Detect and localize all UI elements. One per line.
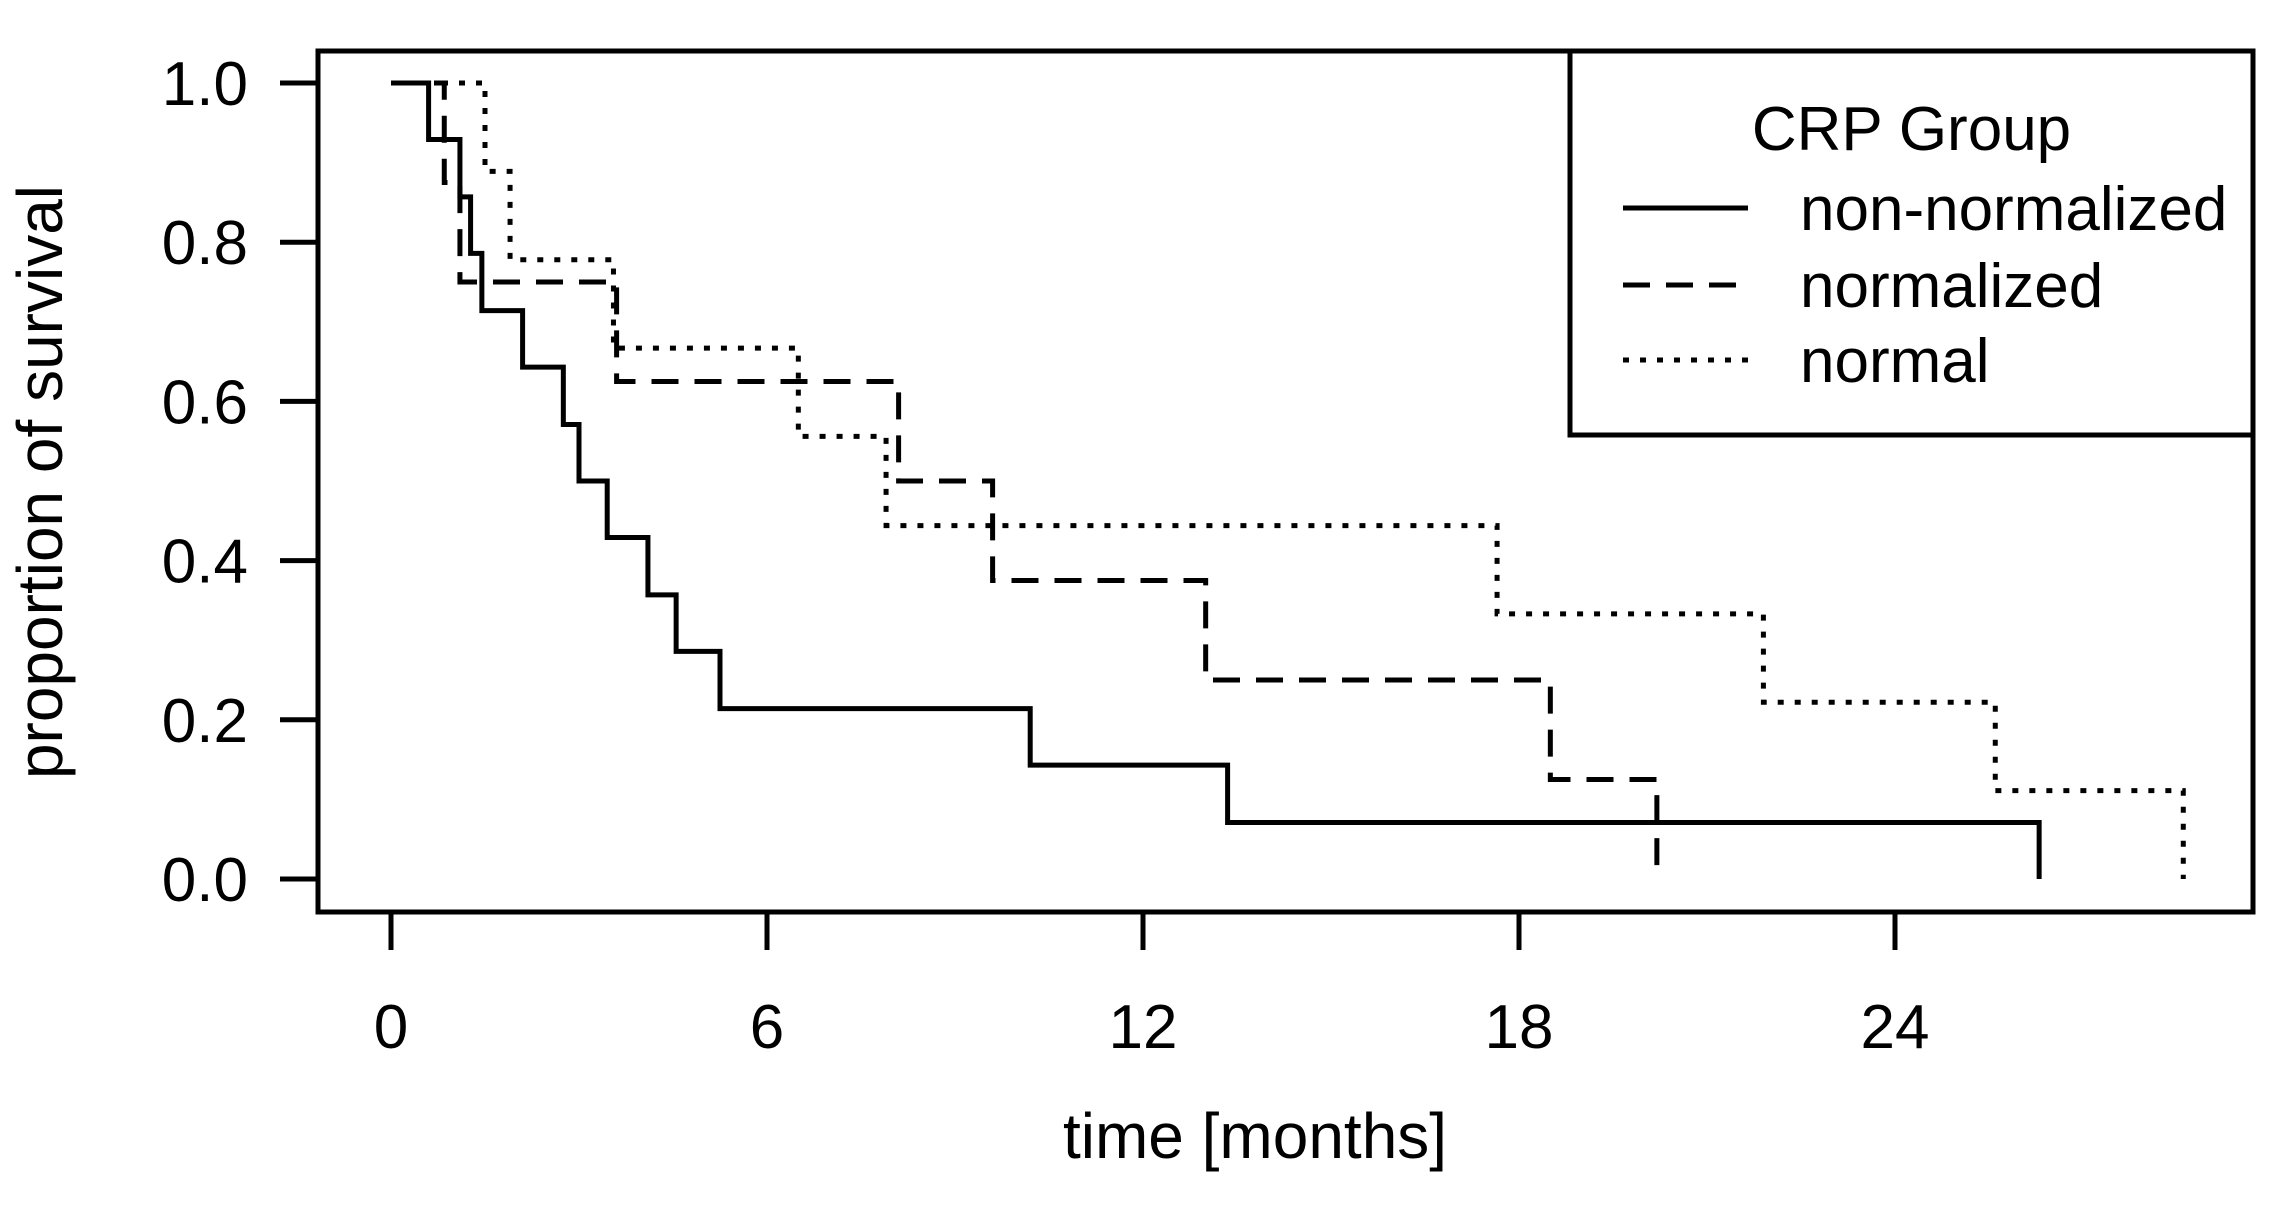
y-tick-label: 0.4 (162, 528, 248, 597)
curve-normal (391, 80, 2186, 879)
y-tick-label: 0.0 (162, 846, 248, 915)
legend-label: normal (1800, 327, 1990, 396)
y-tick-label: 0.6 (162, 368, 248, 437)
x-tick-label: 6 (750, 993, 784, 1062)
y-tick-label: 0.8 (162, 209, 248, 278)
x-axis-title: time [months] (1063, 1100, 1447, 1172)
y-tick-label: 1.0 (162, 50, 248, 119)
y-axis-title: proportion of survival (4, 185, 76, 779)
curve-non-normalized (391, 80, 2042, 879)
curve-normalized (391, 80, 1660, 879)
x-tick-label: 12 (1109, 993, 1178, 1062)
x-tick-label: 18 (1485, 993, 1554, 1062)
plot-box (315, 48, 2256, 915)
x-tick-label: 0 (374, 993, 408, 1062)
legend-label: non-normalized (1800, 175, 2227, 244)
legend-title: CRP Group (1752, 95, 2071, 164)
legend-label: normalized (1800, 252, 2103, 321)
y-tick-label: 0.2 (162, 687, 248, 756)
x-tick-label: 24 (1861, 993, 1930, 1062)
legend-box (1567, 48, 2256, 438)
